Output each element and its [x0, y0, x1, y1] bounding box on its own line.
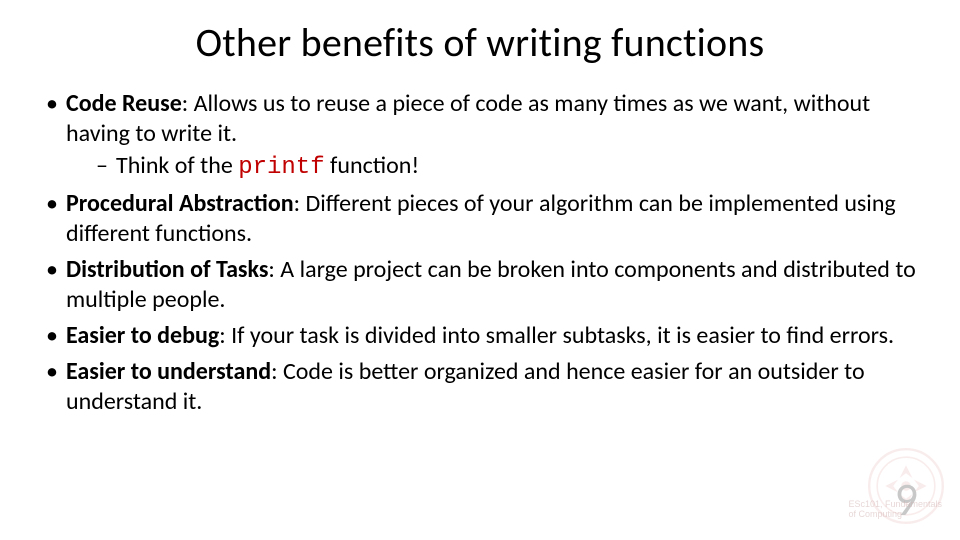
slide: Other benefits of writing functions Code… — [0, 0, 960, 540]
bullet-strong: Code Reuse — [66, 89, 182, 118]
bullet-item: Easier to understand: Code is better org… — [40, 357, 920, 417]
footer-label: ESc101, Fundamentals of Computing — [848, 500, 942, 520]
bullet-item: Distribution of Tasks: A large project c… — [40, 255, 920, 315]
bullet-strong: Easier to debug — [66, 321, 219, 350]
footer-line1: ESc101, Fundamentals — [848, 499, 942, 509]
bullet-strong: Easier to understand — [66, 357, 271, 386]
bullet-item: Procedural Abstraction: Different pieces… — [40, 189, 920, 249]
bullet-text: : If your task is divided into smaller s… — [219, 321, 894, 350]
sub-pre: Think of the — [116, 151, 238, 180]
bullet-strong: Distribution of Tasks — [66, 255, 268, 284]
sub-list: Think of the printf function! — [66, 151, 920, 183]
bullet-list: Code Reuse: Allows us to reuse a piece o… — [40, 89, 920, 417]
bullet-item: Easier to debug: If your task is divided… — [40, 321, 920, 351]
bullet-text: : Allows us to reuse a piece of code as … — [66, 89, 870, 148]
code-text: printf — [238, 154, 324, 181]
bullet-strong: Procedural Abstraction — [66, 189, 294, 218]
footer-line2: of Computing — [848, 509, 902, 519]
sub-item: Think of the printf function! — [66, 151, 920, 183]
bullet-item: Code Reuse: Allows us to reuse a piece o… — [40, 89, 920, 183]
slide-title: Other benefits of writing functions — [40, 18, 920, 67]
sub-post: function! — [325, 151, 420, 180]
slide-body: Code Reuse: Allows us to reuse a piece o… — [40, 89, 920, 417]
